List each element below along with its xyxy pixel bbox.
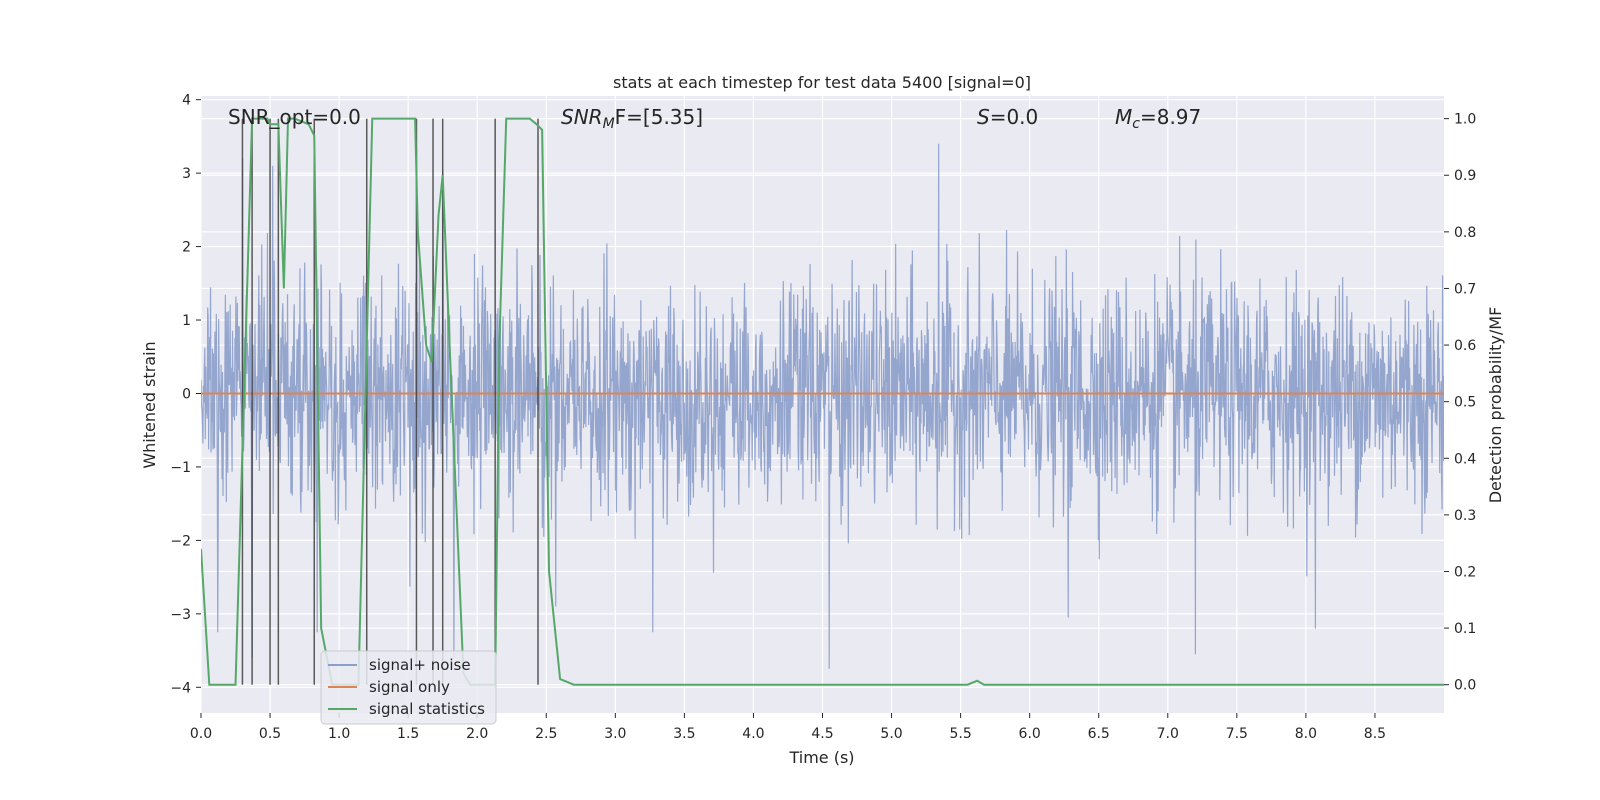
x-tick-label: 2.0 [466, 726, 488, 742]
x-tick-label: 7.5 [1226, 726, 1248, 742]
x-tick-label: 4.0 [742, 726, 764, 742]
annotation-mc: Mc=8.97 [1115, 105, 1201, 132]
series-signal-noise [201, 143, 1444, 669]
y-right-tick-label: 0.2 [1454, 564, 1476, 580]
x-tick-label: 0.5 [259, 726, 281, 742]
x-tick-label: 5.0 [880, 726, 902, 742]
x-tick-label: 6.5 [1088, 726, 1110, 742]
x-axis-ticks: 0.0 0.5 1.0 1.5 2.0 2.5 3.0 3.5 4.0 4.5 5.0 5.5 6.0 6… [190, 713, 1386, 742]
chart-title: stats at each timestep for test data 540… [613, 73, 1031, 92]
x-tick-label: 6.0 [1019, 726, 1041, 742]
annotation-s-base: S [977, 105, 990, 129]
annotation-snr-mf-base: SNR [561, 105, 603, 129]
annotation-snr-mf: SNRMF=[5.35] [561, 105, 703, 132]
annotation-snr-mf-sub: M [603, 116, 615, 132]
y-tick-label: 2 [182, 240, 191, 256]
y-right-tick-label: 0.9 [1454, 168, 1476, 184]
y-right-axis-ticks: 1.0 0.9 0.8 0.7 0.6 0.5 0.4 0.3 0.2 0.1 0.0 [1444, 112, 1476, 694]
annotation-mc-base: M [1115, 105, 1132, 129]
annotation-snr-mf-rest: F=[5.35] [615, 105, 703, 129]
y-tick-label: 0 [182, 386, 191, 402]
annotation-mc-sub: c [1132, 116, 1140, 132]
x-tick-label: 8.0 [1295, 726, 1317, 742]
y-right-tick-label: 0.5 [1454, 395, 1476, 411]
x-tick-label: 4.5 [811, 726, 833, 742]
y-axis-ticks: 4 3 2 1 0 −1 −2 −3 −4 [170, 93, 201, 696]
y-tick-label: −3 [170, 607, 191, 623]
legend: signal+ noise signal only signal statist… [320, 650, 497, 725]
x-tick-label: 7.0 [1157, 726, 1179, 742]
x-tick-label: 1.5 [397, 726, 419, 742]
y-tick-label: −2 [170, 533, 191, 549]
annotation-mc-rest: =8.97 [1140, 105, 1201, 129]
y-tick-label: 3 [182, 166, 191, 182]
annotation-snr-opt: SNR_opt=0.0 [228, 105, 361, 129]
x-tick-label: 1.0 [328, 726, 350, 742]
y-right-tick-label: 0.3 [1454, 508, 1476, 524]
y-right-tick-label: 0.1 [1454, 621, 1476, 637]
x-tick-label: 5.5 [949, 726, 971, 742]
legend-box [320, 650, 497, 725]
x-tick-label: 0.0 [190, 726, 212, 742]
legend-label-signal-noise: signal+ noise [369, 656, 471, 674]
y-right-axis-label: Detection probability/MF [1486, 307, 1505, 504]
y-tick-label: 4 [182, 93, 191, 109]
y-tick-label: −4 [170, 680, 191, 696]
signal-noise-line [201, 143, 1444, 669]
legend-label-signal-only: signal only [369, 678, 450, 696]
annotation-s: S=0.0 [977, 105, 1038, 129]
series-signal-statistics [201, 117, 1444, 686]
x-tick-label: 2.5 [535, 726, 557, 742]
x-tick-label: 3.5 [673, 726, 695, 742]
y-right-tick-label: 0.4 [1454, 451, 1476, 467]
y-tick-label: 1 [182, 313, 191, 329]
annotation-s-rest: =0.0 [990, 105, 1039, 129]
y-right-tick-label: 0.6 [1454, 338, 1476, 354]
x-axis-label: Time (s) [788, 748, 854, 767]
x-tick-label: 8.5 [1364, 726, 1386, 742]
x-tick-label: 3.0 [604, 726, 626, 742]
y-tick-label: −1 [170, 460, 191, 476]
legend-label-signal-statistics: signal statistics [369, 700, 485, 718]
y-right-tick-label: 0.8 [1454, 225, 1476, 241]
y-right-tick-label: 0.0 [1454, 678, 1476, 694]
y-right-tick-label: 0.7 [1454, 281, 1476, 297]
y-right-tick-label: 1.0 [1454, 112, 1476, 128]
y-axis-label: Whitened strain [140, 341, 159, 468]
signal-statistics-line [201, 117, 1444, 686]
